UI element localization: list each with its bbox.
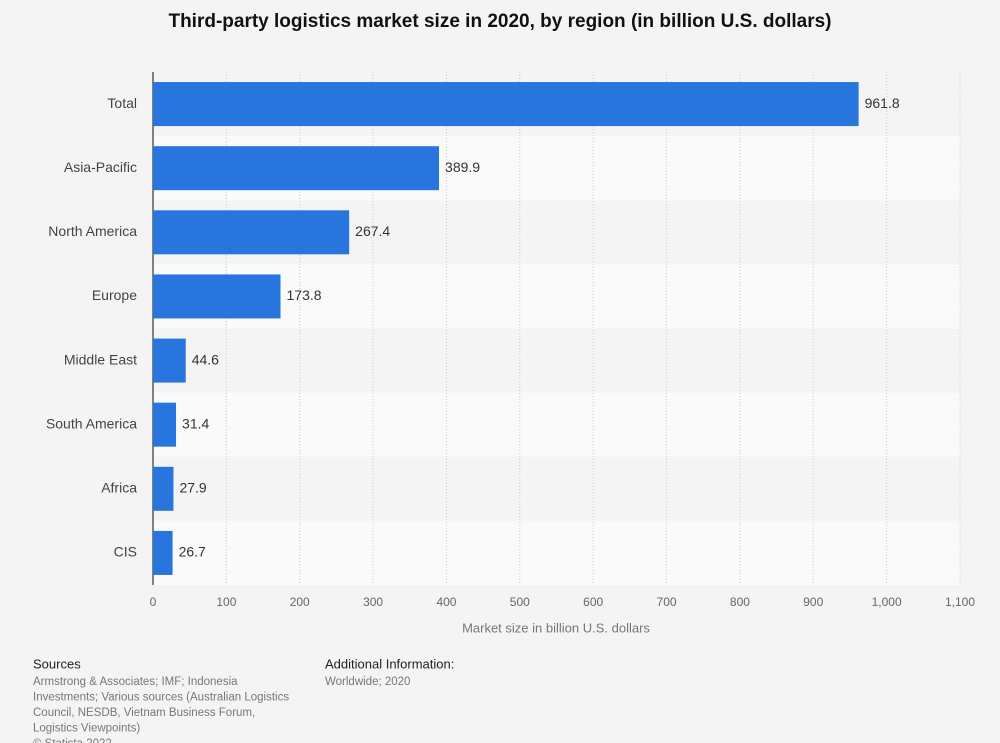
x-tick-label: 400 bbox=[436, 595, 456, 609]
bar bbox=[153, 402, 177, 447]
x-tick-label: 700 bbox=[657, 595, 677, 609]
sources-title: Sources bbox=[33, 656, 81, 671]
value-label: 389.9 bbox=[445, 159, 480, 175]
x-tick-label: 800 bbox=[730, 595, 750, 609]
bar bbox=[153, 82, 859, 127]
sources-line: Logistics Viewpoints) bbox=[33, 723, 140, 735]
bar bbox=[153, 210, 350, 255]
y-tick-label: Asia-Pacific bbox=[64, 159, 137, 175]
value-label: 961.8 bbox=[865, 95, 900, 111]
x-tick-label: 1,100 bbox=[945, 595, 975, 609]
row-background bbox=[153, 392, 960, 457]
value-label: 267.4 bbox=[355, 223, 390, 239]
y-tick-label: Middle East bbox=[64, 351, 137, 367]
value-label: 27.9 bbox=[179, 480, 206, 496]
x-axis-title: Market size in billion U.S. dollars bbox=[462, 620, 650, 635]
bar bbox=[153, 338, 186, 383]
y-tick-label: CIS bbox=[114, 544, 137, 560]
chart-title: Third-party logistics market size in 202… bbox=[168, 11, 831, 32]
y-tick-label: Europe bbox=[92, 287, 137, 303]
x-tick-label: 300 bbox=[363, 595, 383, 609]
value-label: 31.4 bbox=[182, 415, 209, 431]
y-tick-label: South America bbox=[46, 415, 137, 431]
bar bbox=[153, 274, 281, 319]
value-label: 44.6 bbox=[192, 351, 219, 367]
x-tick-label: 0 bbox=[150, 595, 157, 609]
y-tick-label: North America bbox=[48, 223, 137, 239]
sources-line: Council, NESDB, Vietnam Business Forum, bbox=[33, 707, 255, 719]
row-background bbox=[153, 264, 960, 329]
x-tick-label: 500 bbox=[510, 595, 530, 609]
info-title: Additional Information: bbox=[325, 656, 454, 671]
info-text: Worldwide; 2020 bbox=[325, 676, 410, 688]
x-tick-label: 600 bbox=[583, 595, 603, 609]
y-tick-label: Africa bbox=[101, 480, 137, 496]
row-background bbox=[153, 520, 960, 585]
x-tick-label: 900 bbox=[803, 595, 823, 609]
value-label: 26.7 bbox=[179, 544, 206, 560]
bar bbox=[153, 466, 174, 511]
x-tick-label: 1,000 bbox=[872, 595, 902, 609]
x-tick-label: 200 bbox=[290, 595, 310, 609]
bar bbox=[153, 530, 173, 575]
value-label: 173.8 bbox=[287, 287, 322, 303]
sources-line: © Statista 2022 bbox=[33, 738, 112, 743]
x-tick-label: 100 bbox=[216, 595, 236, 609]
bar bbox=[153, 146, 440, 191]
sources-line: Investments; Various sources (Australian… bbox=[33, 692, 289, 704]
y-tick-label: Total bbox=[107, 95, 137, 111]
sources-line: Armstrong & Associates; IMF; Indonesia bbox=[33, 676, 238, 688]
